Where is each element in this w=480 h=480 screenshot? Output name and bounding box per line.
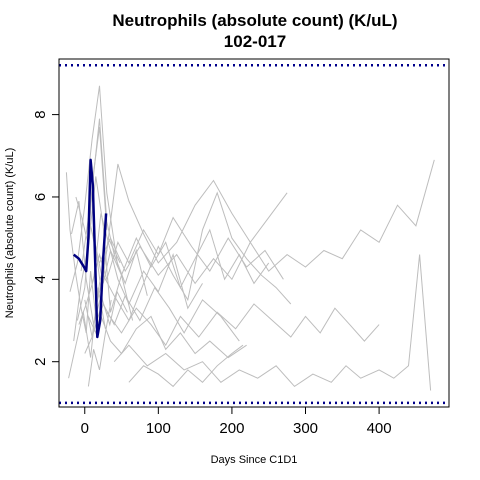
y-tick-label: 4: [32, 275, 49, 283]
y-tick-label: 8: [32, 110, 49, 118]
background-series-line-16: [113, 254, 432, 391]
x-tick-label: 100: [146, 420, 171, 437]
highlight-series-line: [72, 158, 108, 339]
background-series-line-12: [91, 216, 284, 284]
background-series-line-10: [87, 286, 240, 342]
background-series-line-13: [95, 191, 292, 322]
x-axis-label: Days Since C1D1: [211, 454, 298, 466]
reference-lines: [59, 63, 449, 405]
y-axis-label: Neutrophils (absolute count) (K/uL): [4, 148, 16, 319]
background-series-line-3: [73, 176, 134, 342]
background-series-line-2: [69, 85, 119, 292]
chart-subtitle: 102-017: [224, 32, 286, 51]
x-tick-label: 400: [367, 420, 392, 437]
plot-frame: [58, 58, 450, 408]
x-tick-label: 200: [219, 420, 244, 437]
y-tick-label: 2: [32, 358, 49, 366]
chart-title: Neutrophils (absolute count) (K/uL): [112, 11, 397, 30]
background-series-line-18: [87, 299, 112, 387]
background-series-line-14: [99, 159, 435, 285]
x-tick-label: 0: [81, 420, 89, 437]
background-series-group: [65, 85, 435, 391]
background-series-line-1: [65, 172, 97, 334]
y-tick-label: 6: [32, 193, 49, 201]
y-axis: 2 4 6 8: [32, 110, 60, 366]
background-series-line-15: [106, 303, 380, 347]
x-axis: 0 100 200 300 400: [81, 406, 392, 437]
highlight-series-group: [72, 158, 108, 339]
x-tick-label: 300: [293, 420, 318, 437]
background-series-line-17: [128, 344, 244, 388]
plot-area: [59, 63, 449, 405]
background-series-line-19: [75, 126, 108, 243]
